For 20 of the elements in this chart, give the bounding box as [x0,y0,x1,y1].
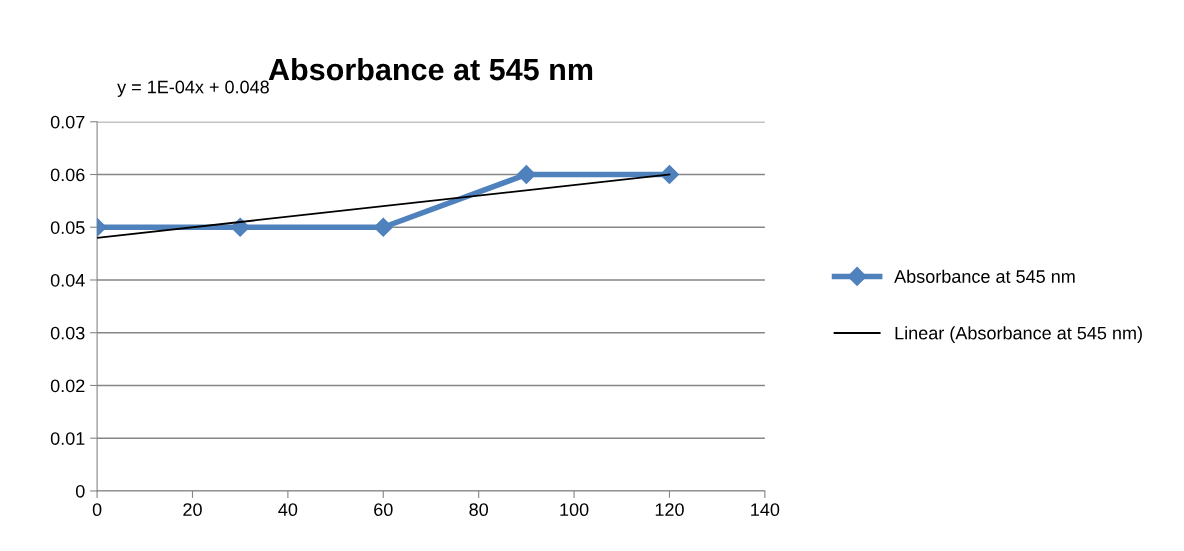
chart-title: Absorbance at 545 nm [268,57,593,81]
x-tick-label: 100 [560,503,589,517]
y-tick-label: 0.01 [50,432,85,445]
x-tick-label: 140 [751,503,780,517]
x-tick-label: 120 [655,503,684,517]
legend-label: Linear (Absorbance at 545 nm) [895,326,1142,344]
x-tick-label: 60 [374,503,393,517]
y-tick-label: 0.03 [50,326,85,340]
x-tick-label: 80 [469,503,489,517]
legend-label: Absorbance at 545 nm [894,269,1075,283]
y-tick-label: 0 [75,484,85,498]
y-tick-label: 0.06 [50,168,85,182]
x-tick-label: 40 [278,503,298,517]
x-tick-label: 20 [183,503,202,517]
y-tick-label: 0.04 [50,273,85,287]
y-tick-label: 0.05 [50,221,85,234]
x-tick-label: 0 [92,503,102,517]
text: y = 1E-04x + 0.048 [117,80,269,97]
y-tick-label: 0.02 [50,379,85,393]
y-tick-label: 0.07 [50,115,85,129]
